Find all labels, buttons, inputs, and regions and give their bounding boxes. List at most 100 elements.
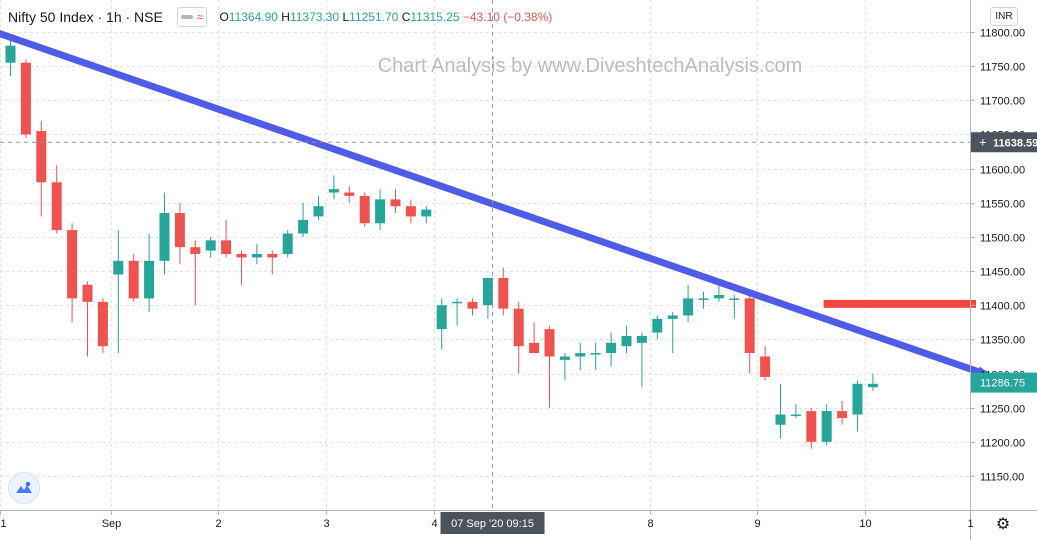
x-tick-label: Sep bbox=[102, 518, 122, 530]
candle-body bbox=[636, 335, 647, 343]
candle bbox=[636, 332, 647, 388]
visibility-icon[interactable] bbox=[180, 15, 193, 19]
candle bbox=[190, 240, 201, 306]
tradingview-logo-icon[interactable] bbox=[8, 472, 40, 504]
low-label: L bbox=[342, 10, 350, 24]
candle bbox=[498, 267, 509, 316]
candle bbox=[344, 185, 355, 203]
x-tick-label: 8 bbox=[647, 518, 653, 530]
open-value: 11364.90 bbox=[228, 10, 278, 24]
plus-icon: + bbox=[979, 134, 987, 149]
candle-body bbox=[529, 342, 540, 354]
x-tick-label: 1 bbox=[967, 518, 973, 530]
candle-body bbox=[421, 209, 432, 217]
candle-body bbox=[159, 213, 170, 261]
candle bbox=[652, 315, 663, 340]
close-value: 11315.25 bbox=[410, 10, 460, 24]
candle-body bbox=[390, 199, 401, 207]
candle-body bbox=[590, 353, 601, 355]
candle bbox=[205, 236, 216, 258]
candle bbox=[621, 325, 632, 354]
candle-body bbox=[267, 254, 278, 258]
high-value: 11373.30 bbox=[289, 10, 340, 24]
candles-layer bbox=[5, 38, 878, 449]
trend-line bbox=[0, 29, 988, 378]
candle-body bbox=[375, 199, 386, 224]
candle-body bbox=[405, 206, 416, 217]
y-tick-label: 11700.00 bbox=[980, 96, 1025, 108]
candle bbox=[529, 322, 540, 354]
candle-body bbox=[559, 356, 570, 360]
candle-body bbox=[113, 260, 124, 275]
candle bbox=[390, 189, 401, 214]
candle-body bbox=[606, 342, 617, 354]
crosshair-time-label: 07 Sep '20 09:15 bbox=[440, 512, 545, 534]
y-tick-label: 11400.00 bbox=[980, 301, 1025, 313]
candle bbox=[5, 38, 16, 77]
symbol-legend: Nifty 50 Index · 1h · NSE ≈ O11364.90 H1… bbox=[8, 7, 552, 27]
symbol-name[interactable]: Nifty 50 Index · 1h · NSE bbox=[8, 9, 163, 25]
high-label: H bbox=[281, 10, 290, 24]
candle-body bbox=[790, 414, 801, 417]
crosshair-price-label: +11638.59 bbox=[971, 132, 1037, 153]
candle bbox=[328, 175, 339, 200]
open-label: O bbox=[219, 10, 229, 24]
candle-body bbox=[82, 284, 93, 302]
candle bbox=[298, 202, 309, 237]
candle-body bbox=[821, 411, 832, 442]
candle-body bbox=[867, 383, 878, 388]
candle bbox=[20, 59, 31, 138]
candle bbox=[267, 250, 278, 275]
candle-body bbox=[128, 260, 139, 299]
candle bbox=[806, 407, 817, 449]
y-tick-label: 11600.00 bbox=[980, 165, 1025, 177]
x-tick-label: 2 bbox=[215, 518, 221, 530]
candle bbox=[113, 230, 124, 354]
candle bbox=[82, 281, 93, 357]
candle bbox=[775, 383, 786, 439]
candle bbox=[405, 199, 416, 224]
price-axis[interactable]: 11150.0011200.0011250.0011300.0011350.00… bbox=[970, 0, 1025, 540]
currency-badge[interactable]: INR bbox=[990, 7, 1018, 26]
candle bbox=[729, 294, 740, 319]
y-tick-label: 11200.00 bbox=[980, 438, 1025, 450]
candle bbox=[436, 298, 447, 350]
axis-labels-layer: +11638.59 11286.75 07 Sep '20 09:15 bbox=[440, 132, 1037, 534]
candle-body bbox=[328, 189, 339, 193]
y-tick-label: 11750.00 bbox=[980, 62, 1025, 74]
candle bbox=[559, 353, 570, 381]
candle-body bbox=[174, 213, 185, 248]
candle bbox=[482, 277, 493, 319]
candle bbox=[790, 404, 801, 418]
candle-body bbox=[20, 62, 31, 135]
candle-body bbox=[544, 329, 555, 357]
time-axis[interactable]: 31 Sep 2 3 4 8 9 10 1 bbox=[0, 510, 1037, 530]
ohlc-values: O11364.90 H11373.30 L11251.70 C11315.25 … bbox=[219, 10, 552, 24]
candle-body bbox=[713, 294, 724, 299]
candle bbox=[282, 230, 293, 258]
candle bbox=[51, 165, 62, 234]
y-tick-label: 11350.00 bbox=[980, 335, 1025, 347]
indicator-wave-icon[interactable]: ≈ bbox=[196, 10, 204, 24]
candle-body bbox=[236, 254, 247, 258]
candle bbox=[144, 233, 155, 313]
candle bbox=[128, 254, 139, 302]
change-value: −43.10 (−0.38%) bbox=[462, 10, 553, 24]
candle-body bbox=[760, 356, 771, 377]
candle bbox=[251, 243, 262, 265]
y-tick-label: 11800.00 bbox=[980, 28, 1025, 40]
candle bbox=[452, 298, 463, 326]
candle-body bbox=[575, 353, 586, 357]
candle-body bbox=[51, 182, 62, 231]
candle bbox=[683, 284, 694, 323]
candle-body bbox=[5, 45, 16, 63]
settings-gear-icon[interactable]: ⚙ bbox=[995, 516, 1011, 533]
candle bbox=[667, 312, 678, 354]
candle-body bbox=[452, 301, 463, 304]
candle bbox=[174, 202, 185, 265]
crosshair-price-value: 11638.59 bbox=[993, 137, 1037, 149]
legend-controls[interactable]: ≈ bbox=[176, 7, 208, 27]
candle bbox=[544, 325, 555, 408]
candle-body bbox=[652, 318, 663, 333]
